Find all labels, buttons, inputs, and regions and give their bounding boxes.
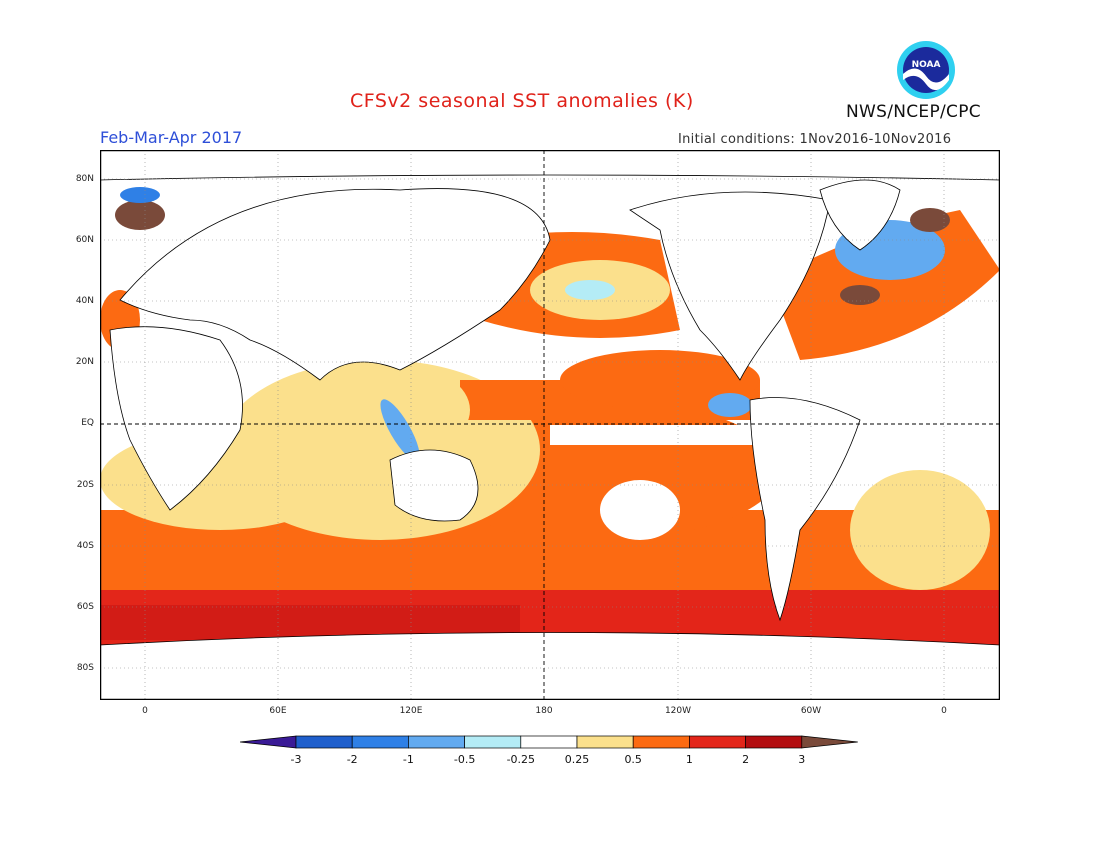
lon-label: 60W: [800, 706, 822, 716]
colorbar-swatch: [351, 735, 409, 749]
colorbar-tick-label: -1: [403, 753, 414, 766]
map-title: CFSv2 seasonal SST anomalies (K): [350, 90, 694, 112]
colorbar-tick-label: 2: [742, 753, 749, 766]
colorbar-tick-label: 3: [798, 753, 805, 766]
svg-text:NOAA: NOAA: [912, 60, 941, 70]
colorbar-tick-label: -0.25: [507, 753, 535, 766]
land-masses: [100, 150, 1000, 700]
colorbar: -3 -2 -1 -0.5 -0.25 0.25 0.5 1 2 3: [240, 735, 858, 766]
lat-label: EQ: [81, 418, 94, 428]
lat-label: 80S: [76, 663, 94, 673]
sst-anomaly-map: [100, 150, 1000, 700]
lat-label: 20N: [75, 357, 94, 367]
colorbar-swatch: [464, 735, 522, 749]
colorbar-swatch: [632, 735, 690, 749]
colorbar-tick-label: 0.25: [565, 753, 590, 766]
colorbar-tick-label: -3: [291, 753, 302, 766]
colorbar-swatch: [689, 735, 746, 749]
lat-label: 40N: [75, 296, 94, 306]
colorbar-swatch: [408, 735, 465, 749]
lon-label: 60E: [269, 706, 287, 716]
lat-label: 60N: [75, 235, 94, 245]
colorbar-swatch: [520, 735, 578, 749]
colorbar-swatch: [295, 735, 353, 749]
lat-label: 60S: [76, 602, 94, 612]
lat-label: 20S: [76, 480, 94, 490]
colorbar-tick-label: 1: [686, 753, 693, 766]
initial-conditions: Initial conditions: 1Nov2016-10Nov2016: [678, 132, 952, 147]
lon-label: 0: [941, 706, 947, 716]
lon-label: 120E: [399, 706, 423, 716]
agency-label: NWS/NCEP/CPC: [846, 102, 981, 122]
colorbar-tick-label: 0.5: [624, 753, 642, 766]
map-frame: [100, 150, 1000, 700]
lat-label: 80N: [75, 174, 94, 184]
colorbar-swatch: [240, 735, 297, 749]
colorbar-swatch: [745, 735, 803, 749]
colorbar-tick-label: -2: [347, 753, 358, 766]
lon-label: 180: [535, 706, 553, 716]
colorbar-swatch: [801, 735, 858, 749]
lat-label: 40S: [76, 541, 94, 551]
noaa-logo: NOAA: [897, 41, 955, 99]
colorbar-tick-label: -0.5: [454, 753, 475, 766]
forecast-period: Feb-Mar-Apr 2017: [100, 128, 243, 147]
lon-label: 120W: [664, 706, 692, 716]
lon-label: 0: [142, 706, 148, 716]
colorbar-swatch: [576, 735, 634, 749]
